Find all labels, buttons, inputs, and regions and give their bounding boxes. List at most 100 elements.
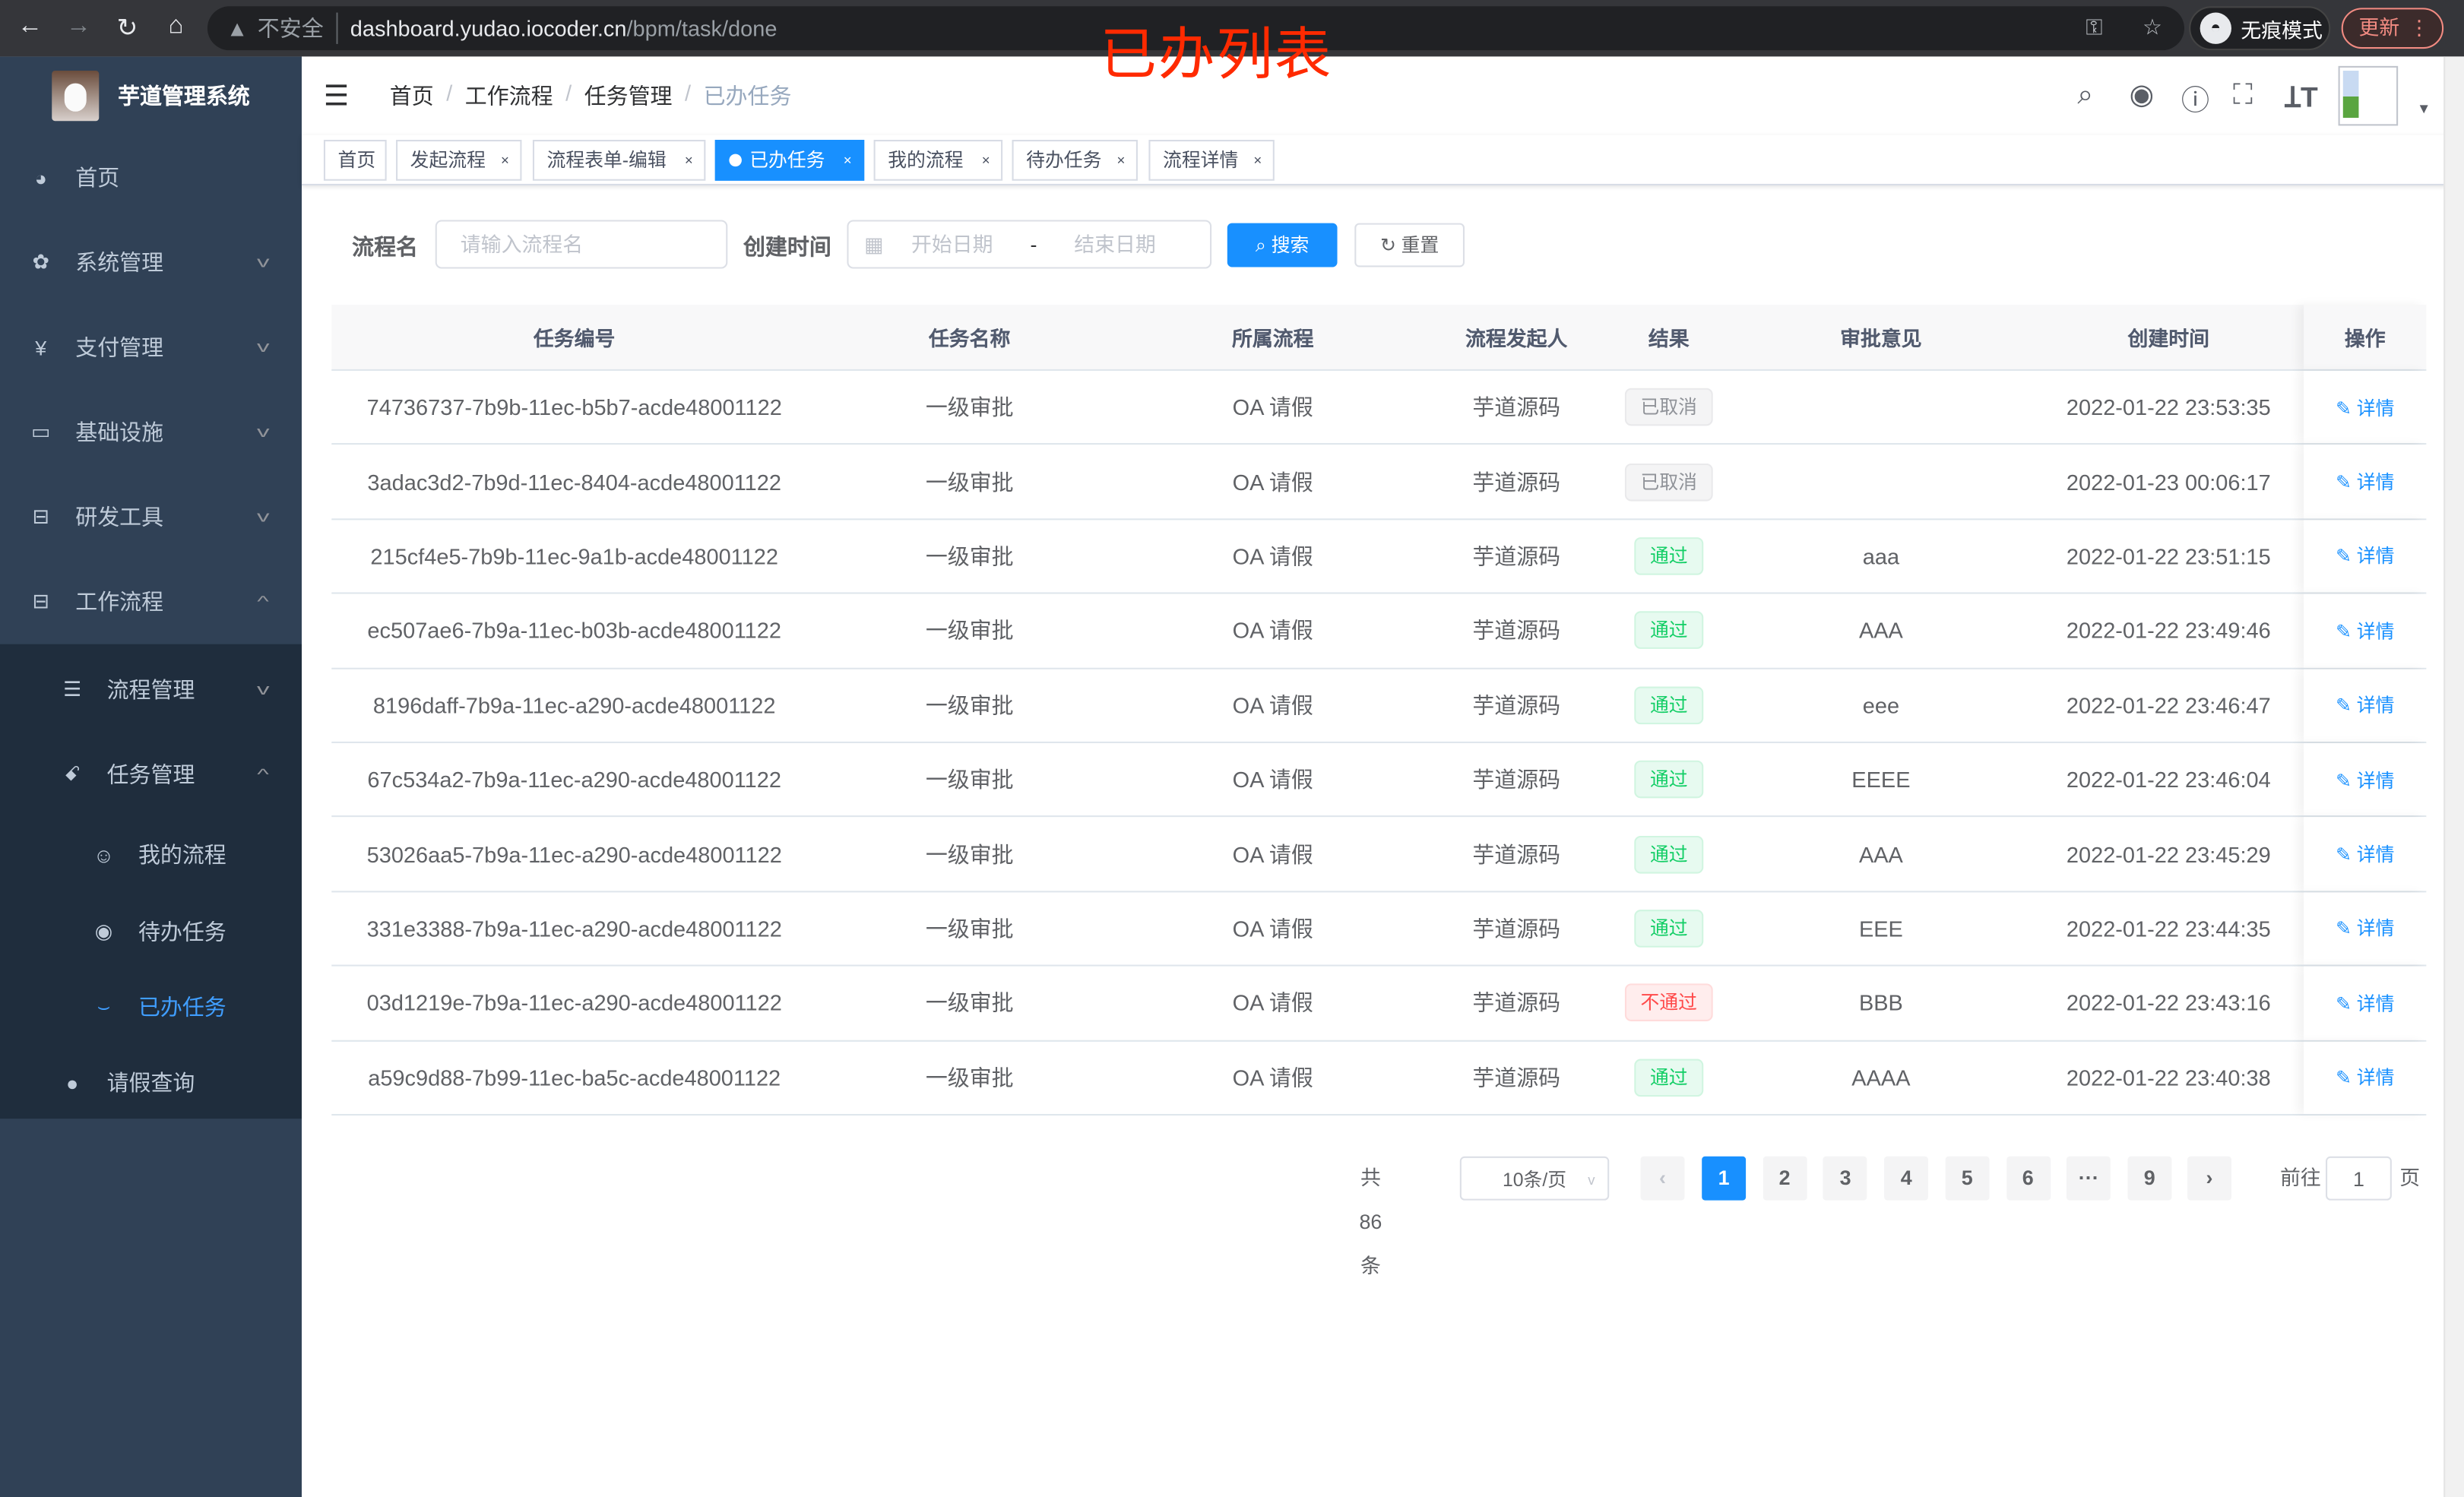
cell-result: 通过 <box>1609 594 1728 667</box>
sidebar-item-2[interactable]: ¥ 支付管理 v <box>0 305 302 390</box>
refresh-icon: ↻ <box>1379 234 1401 257</box>
forward-icon[interactable]: → <box>65 12 91 40</box>
page-button[interactable]: 1 <box>1702 1156 1747 1201</box>
next-page-button[interactable]: › <box>2187 1156 2231 1201</box>
tag-5[interactable]: 待办任务 × <box>1012 140 1138 181</box>
search-icon[interactable]: ⌕ <box>2077 78 2094 110</box>
incognito-badge[interactable]: ◓ 无痕模式 <box>2189 6 2331 51</box>
sidebar-subitem-label: 已办任务 <box>138 994 226 1020</box>
security-label: 不安全 <box>258 12 338 44</box>
cell-name: 一级审批 <box>817 818 1122 891</box>
sidebar-subitem-3[interactable]: ◉ 待办任务 <box>0 892 302 970</box>
breadcrumb-item[interactable]: 任务管理 <box>584 83 673 109</box>
star-icon[interactable]: ☆ <box>2143 14 2163 40</box>
tag-0[interactable]: 首页 <box>323 140 387 181</box>
detail-label: 详情 <box>2356 992 2395 1015</box>
start-date-placeholder[interactable]: 开始日期 <box>911 233 993 257</box>
detail-link[interactable]: ✎ 详情 <box>2336 989 2394 1016</box>
sidebar-subitem-4[interactable]: ⌣ 已办任务 <box>0 968 302 1046</box>
detail-link[interactable]: ✎ 详情 <box>2336 468 2394 495</box>
sidebar-subitem-2[interactable]: ☺ 我的流程 <box>0 815 302 894</box>
cell-text: 芋道源码 <box>1472 767 1561 793</box>
page-button[interactable]: 9 <box>2127 1156 2172 1201</box>
fullscreen-icon[interactable]: ⛶ <box>2233 78 2253 110</box>
goto-page-input[interactable]: 1 <box>2326 1156 2392 1201</box>
reload-icon[interactable]: ↻ <box>116 15 138 43</box>
breadcrumb-item[interactable]: 首页 <box>389 83 434 109</box>
date-range-picker[interactable]: ▦ 开始日期 - 结束日期 <box>847 220 1212 269</box>
page-button[interactable]: 4 <box>1884 1156 1929 1201</box>
column-header: 创建时间 <box>2127 327 2210 351</box>
scrollbar[interactable] <box>2443 56 2464 1497</box>
close-icon[interactable]: × <box>843 152 852 169</box>
chevron-down-icon: v <box>257 253 270 271</box>
detail-link[interactable]: ✎ 详情 <box>2336 543 2394 569</box>
sidebar-item-3[interactable]: ▭ 基础设施 v <box>0 390 302 475</box>
hamburger-icon[interactable]: ☰ <box>323 80 350 112</box>
search-button[interactable]: ⌕ 搜索 <box>1227 223 1338 267</box>
tag-label: 待办任务 <box>1026 149 1102 172</box>
github-icon[interactable]: ◉ <box>2129 78 2155 110</box>
close-icon[interactable]: × <box>501 152 509 169</box>
tag-4[interactable]: 我的流程 × <box>873 140 1003 181</box>
prev-page-button[interactable]: ‹ <box>1640 1156 1685 1201</box>
cell-time: 2022-01-22 23:43:16 <box>2033 967 2304 1040</box>
caret-down-icon[interactable]: ▼ <box>2416 100 2431 117</box>
back-icon[interactable]: ← <box>17 12 43 40</box>
home-icon[interactable]: ⌂ <box>168 12 184 40</box>
detail-link[interactable]: ✎ 详情 <box>2336 1064 2394 1090</box>
key-icon[interactable]: ⚿ <box>2086 14 2103 40</box>
cell-text: 2022-01-22 23:46:47 <box>2066 692 2271 718</box>
page-button[interactable]: 5 <box>1945 1156 1990 1201</box>
tag-2[interactable]: 流程表单-编辑 × <box>532 140 706 181</box>
sidebar-item-1[interactable]: ✿ 系统管理 v <box>0 220 302 305</box>
page-button[interactable]: 6 <box>2006 1156 2051 1201</box>
dashboard-icon: ◕ <box>34 166 47 190</box>
cell-text: 一级审批 <box>925 543 1014 569</box>
update-button[interactable]: 更新 ⋮ <box>2341 8 2444 49</box>
detail-link[interactable]: ✎ 详情 <box>2336 692 2394 718</box>
incognito-icon: ◓ <box>2200 12 2231 44</box>
help-icon[interactable]: ⓘ <box>2181 84 2210 117</box>
cell-id: ec507ae6-7b9a-11ec-b03b-acde48001122 <box>331 594 817 667</box>
detail-link[interactable]: ✎ 详情 <box>2336 394 2394 420</box>
process-name-input[interactable]: 请输入流程名 <box>435 220 728 269</box>
cell-text: 芋道源码 <box>1472 990 1561 1016</box>
detail-link[interactable]: ✎ 详情 <box>2336 840 2394 867</box>
url-host: dashboard.yudao.iocoder.cn <box>350 15 627 41</box>
sidebar-subitem-0[interactable]: ☰ 流程管理 v <box>0 650 302 729</box>
sidebar-subitem-5[interactable]: ● 请假查询 <box>0 1043 302 1122</box>
tag-3[interactable]: 已办任务 × <box>714 140 865 181</box>
detail-link[interactable]: ✎ 详情 <box>2336 915 2394 942</box>
cell-comment: EEE <box>1728 892 2033 965</box>
toolbox-icon: ⊟ <box>32 504 50 528</box>
page-button[interactable]: ··· <box>2067 1156 2111 1201</box>
cell-result: 通过 <box>1609 1041 1728 1114</box>
end-date-placeholder[interactable]: 结束日期 <box>1074 233 1156 257</box>
address-bar[interactable]: ▲ 不安全 dashboard.yudao.iocoder.cn/bpm/tas… <box>207 6 2184 51</box>
close-icon[interactable]: × <box>1116 152 1126 169</box>
cell-starter: 芋道源码 <box>1424 445 1609 518</box>
detail-link[interactable]: ✎ 详情 <box>2336 617 2394 644</box>
page-button[interactable]: 3 <box>1823 1156 1868 1201</box>
close-icon[interactable]: × <box>981 152 990 169</box>
avatar[interactable] <box>2338 65 2399 126</box>
more-icon: ⋮ <box>2409 15 2430 40</box>
reset-button[interactable]: ↻ 重置 <box>1354 223 1465 267</box>
sidebar-subitem-1[interactable]: ꗃ 任务管理 ^ <box>0 736 302 814</box>
cell-result: 通过 <box>1609 520 1728 593</box>
sidebar-item-4[interactable]: ⊟ 研发工具 v <box>0 474 302 559</box>
sidebar-item-label: 基础设施 <box>75 419 164 445</box>
sidebar-item-5[interactable]: ⊟ 工作流程 ^ <box>0 559 302 644</box>
close-icon[interactable]: × <box>684 152 693 169</box>
breadcrumb-item[interactable]: 工作流程 <box>464 83 553 109</box>
detail-label: 详情 <box>2356 695 2395 717</box>
sidebar-item-0[interactable]: ◕ 首页 <box>0 135 302 220</box>
tag-1[interactable]: 发起流程 × <box>396 140 522 181</box>
page-button[interactable]: 2 <box>1762 1156 1807 1201</box>
tag-6[interactable]: 流程详情 × <box>1148 140 1275 181</box>
close-icon[interactable]: × <box>1253 152 1262 169</box>
detail-link[interactable]: ✎ 详情 <box>2336 766 2394 793</box>
page-size-select[interactable]: 10条/页 v <box>1459 1156 1610 1201</box>
font-size-icon[interactable]: ꞱT <box>2285 81 2318 113</box>
